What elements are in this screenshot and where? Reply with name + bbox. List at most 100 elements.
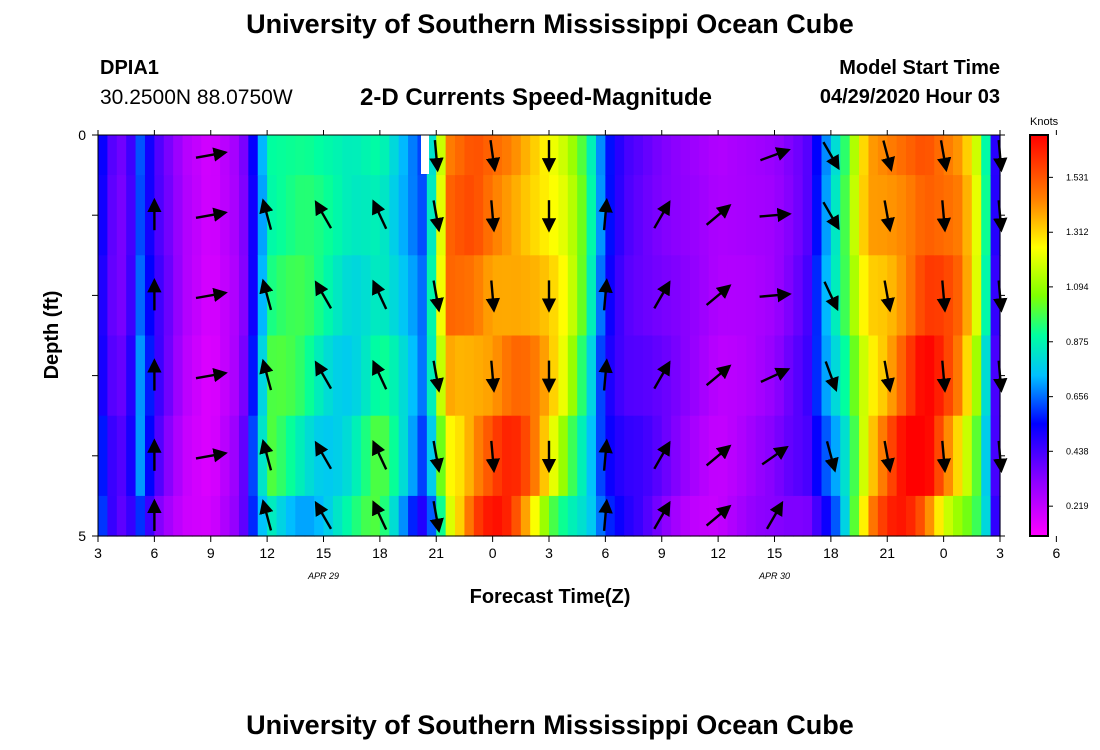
- footer-title: University of Southern Mississippi Ocean…: [246, 710, 854, 740]
- heatmap-cell: [971, 135, 982, 176]
- heatmap-cell: [718, 415, 729, 497]
- heatmap-cell: [990, 135, 1001, 176]
- x-tick-label: 0: [940, 545, 948, 561]
- heatmap-cell: [680, 495, 691, 537]
- heatmap-cell: [116, 495, 127, 537]
- heatmap-cell: [332, 415, 343, 497]
- heatmap-cell: [840, 495, 851, 537]
- current-arrow: [485, 440, 501, 474]
- heatmap-cell: [868, 135, 879, 176]
- heatmap-cell: [783, 415, 794, 497]
- heatmap-cell: [257, 255, 268, 337]
- heatmap-cell: [511, 175, 522, 256]
- heatmap-cell: [943, 175, 954, 256]
- heatmap-cell: [577, 415, 588, 497]
- heatmap-cell: [426, 335, 437, 417]
- heatmap-cell: [492, 255, 503, 337]
- heatmap-cell: [135, 175, 146, 256]
- heatmap-cell: [699, 335, 710, 417]
- heatmap-cell: [962, 495, 973, 537]
- heatmap-cell: [107, 175, 118, 256]
- heatmap-cell: [802, 175, 813, 256]
- x-tick-label: 6: [150, 545, 158, 561]
- colorbar-tick-label: 0.219: [1066, 501, 1089, 511]
- heatmap-cell: [398, 135, 409, 176]
- current-arrow: [429, 440, 444, 473]
- heatmap-cell: [614, 175, 625, 256]
- heatmap-cell: [464, 255, 475, 337]
- heatmap-cell: [351, 415, 362, 497]
- heatmap-cell: [464, 415, 475, 497]
- heatmap-cell: [351, 255, 362, 337]
- heatmap-cell: [567, 175, 578, 256]
- current-arrow: [259, 438, 274, 471]
- heatmap-cell: [774, 495, 785, 537]
- heatmap-cell: [642, 415, 653, 497]
- heatmap-cell: [107, 255, 118, 337]
- heatmap-cell: [445, 495, 456, 537]
- heatmap-cell: [906, 135, 917, 176]
- heatmap-cell: [887, 175, 898, 256]
- heatmap-cell: [981, 255, 992, 337]
- heatmap-cell: [370, 135, 381, 176]
- heatmap-cell: [887, 335, 898, 417]
- heatmap-cell: [924, 335, 935, 417]
- current-arrow: [880, 440, 895, 473]
- heatmap-cell: [295, 135, 306, 176]
- heatmap-cell: [981, 135, 992, 176]
- heatmap-cell: [614, 495, 625, 537]
- heatmap-cell: [229, 135, 240, 176]
- heatmap-cell: [680, 335, 691, 417]
- current-arrow: [314, 200, 333, 229]
- heatmap-cell: [567, 255, 578, 337]
- heatmap-cell: [924, 255, 935, 337]
- heatmap-cell: [783, 255, 794, 337]
- heatmap-cell: [652, 135, 663, 176]
- heatmap-cell: [558, 335, 569, 417]
- current-arrow: [372, 199, 388, 230]
- heatmap-cell: [567, 135, 578, 176]
- heatmap-cell: [736, 415, 747, 497]
- heatmap-cell: [238, 175, 249, 256]
- heatmap-cell: [107, 495, 118, 537]
- heatmap-cell: [379, 175, 390, 256]
- heatmap-cell: [530, 255, 541, 337]
- heatmap-cell: [633, 415, 644, 497]
- heatmap-cell: [511, 415, 522, 497]
- colorbar-tick-label: 1.531: [1066, 172, 1089, 182]
- heatmap-cell: [633, 135, 644, 176]
- heatmap-cell: [502, 335, 513, 417]
- heatmap-cell: [624, 175, 635, 256]
- heatmap-cell: [276, 175, 287, 256]
- heatmap-cell: [605, 175, 616, 256]
- heatmap-cell: [248, 335, 259, 417]
- heatmap-cell: [906, 335, 917, 417]
- current-arrow: [195, 367, 228, 383]
- heatmap-cell: [502, 135, 513, 176]
- heatmap-cell: [511, 255, 522, 337]
- heatmap-cell: [144, 175, 155, 256]
- heatmap-cell: [567, 335, 578, 417]
- heatmap-cell: [445, 335, 456, 417]
- heatmap-cell: [530, 495, 541, 537]
- heatmap-cell: [483, 495, 494, 537]
- heatmap-cell: [605, 255, 616, 337]
- heatmap-cell: [877, 135, 888, 176]
- heatmap-cell: [342, 495, 353, 537]
- heatmap-cell: [304, 495, 315, 537]
- heatmap-cell: [671, 415, 682, 497]
- heatmap-cell: [868, 255, 879, 337]
- heatmap-cell: [361, 135, 372, 176]
- heatmap-cell: [633, 175, 644, 256]
- heatmap-cell: [727, 335, 738, 417]
- heatmap-cell: [896, 495, 907, 537]
- heatmap-cell: [840, 415, 851, 497]
- heatmap-cell: [577, 495, 588, 537]
- heatmap-cell: [539, 495, 550, 537]
- current-arrow: [822, 141, 840, 171]
- heatmap-cell: [765, 335, 776, 417]
- current-arrow: [372, 440, 388, 470]
- heatmap-cell: [877, 495, 888, 537]
- heatmap-cell: [238, 255, 249, 337]
- heatmap-cell: [182, 495, 193, 537]
